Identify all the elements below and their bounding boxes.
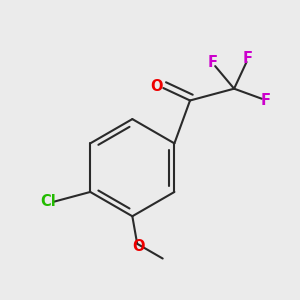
Text: O: O (151, 79, 163, 94)
Text: F: F (260, 93, 270, 108)
Text: F: F (208, 55, 218, 70)
Text: Cl: Cl (41, 194, 56, 209)
Text: F: F (243, 51, 253, 66)
Text: O: O (132, 239, 145, 254)
